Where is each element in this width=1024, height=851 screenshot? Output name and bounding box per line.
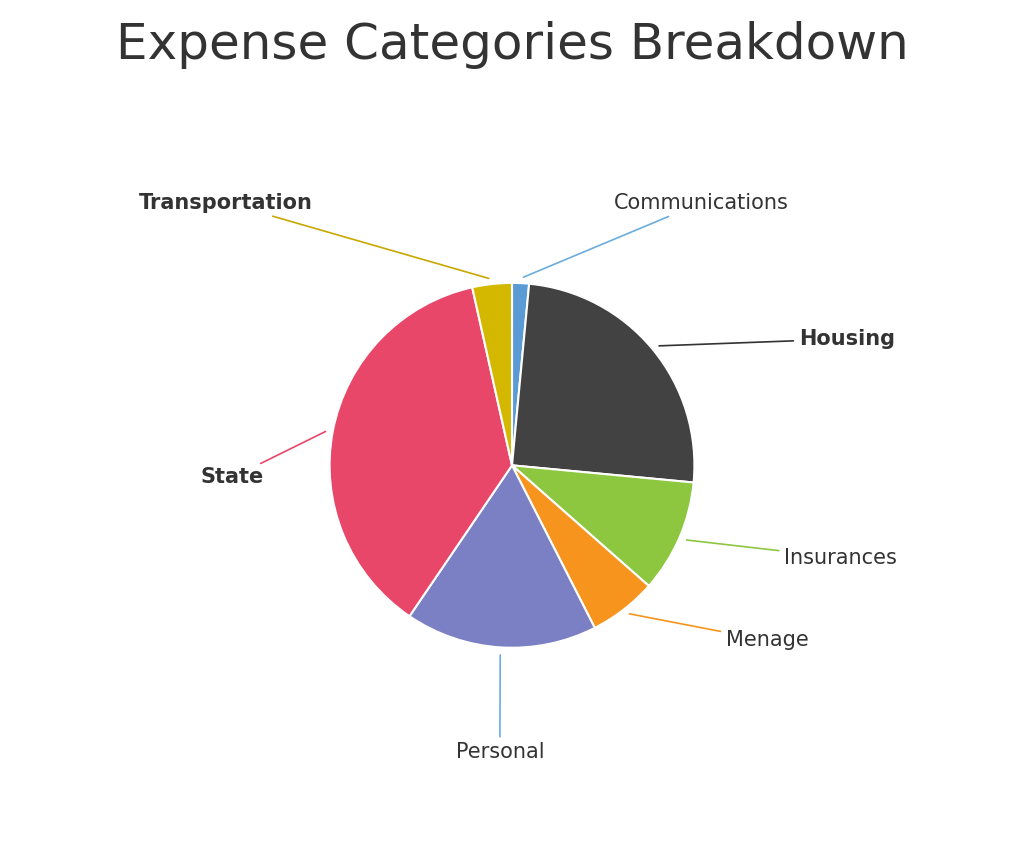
Wedge shape bbox=[410, 465, 595, 648]
Text: Communications: Communications bbox=[523, 192, 790, 277]
Wedge shape bbox=[512, 283, 529, 465]
Text: Transportation: Transportation bbox=[138, 192, 488, 278]
Wedge shape bbox=[512, 465, 693, 586]
Text: Personal: Personal bbox=[456, 655, 544, 762]
Text: State: State bbox=[201, 431, 326, 488]
Wedge shape bbox=[472, 283, 512, 465]
Text: Housing: Housing bbox=[659, 328, 895, 349]
Wedge shape bbox=[512, 465, 649, 628]
Text: Menage: Menage bbox=[630, 614, 809, 650]
Wedge shape bbox=[512, 283, 694, 483]
Text: Insurances: Insurances bbox=[687, 540, 897, 568]
Wedge shape bbox=[330, 288, 512, 616]
Title: Expense Categories Breakdown: Expense Categories Breakdown bbox=[116, 20, 908, 69]
